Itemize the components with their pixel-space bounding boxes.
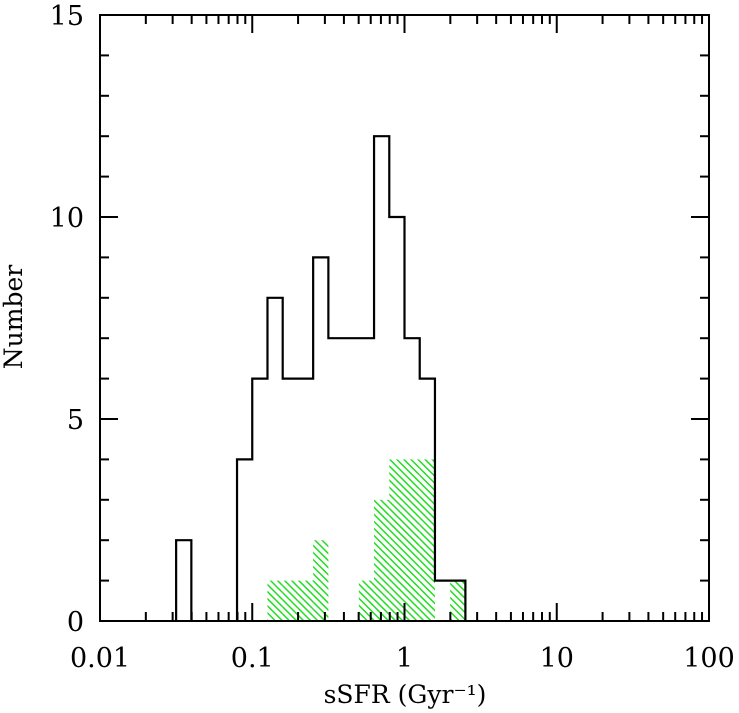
- y-tick-label: 0: [67, 607, 84, 638]
- hatched-bar: [419, 459, 435, 621]
- x-tick-label: 100: [683, 643, 735, 674]
- x-tick-label: 0.1: [231, 643, 274, 674]
- hatched-bar: [374, 499, 390, 621]
- y-tick-label: 5: [67, 405, 84, 436]
- y-tick-label: 10: [50, 203, 84, 234]
- hatched-bar: [297, 580, 314, 621]
- x-tick-label: 0.01: [70, 643, 130, 674]
- y-tick-label: 15: [50, 1, 84, 32]
- x-axis-title: sSFR (Gyr⁻¹): [324, 680, 487, 709]
- x-axis: 0.01 0.1 1 10 100: [70, 15, 735, 674]
- histogram-outline: [175, 539, 193, 621]
- hatched-bar: [313, 540, 329, 621]
- hatched-histogram: [267, 459, 466, 621]
- hatched-bar: [267, 580, 283, 621]
- y-axis-title: Number: [0, 265, 28, 369]
- outline-histogram: [175, 135, 467, 621]
- hatched-bar: [404, 459, 420, 621]
- hatched-bar: [450, 580, 466, 621]
- hatched-bar: [358, 580, 375, 621]
- y-axis: 0 5 10 15: [50, 1, 709, 638]
- x-tick-label: 10: [540, 643, 574, 674]
- x-tick-label: 1: [396, 643, 413, 674]
- hatched-bar: [389, 459, 405, 621]
- hatched-bar: [282, 580, 298, 621]
- histogram-outline: [235, 135, 467, 621]
